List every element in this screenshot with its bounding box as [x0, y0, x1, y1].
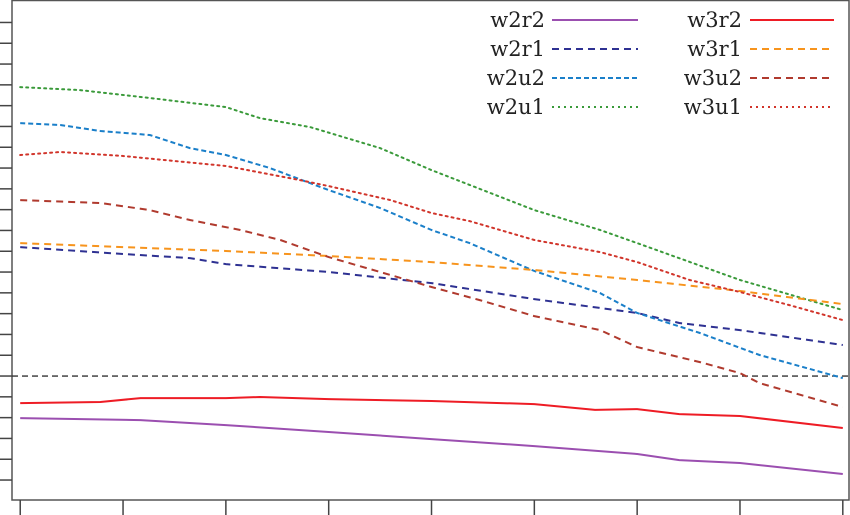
legend-label-w3r1: w3r1 — [687, 37, 742, 61]
x-axis-ticks — [19, 500, 844, 515]
legend-label-w2u2: w2u2 — [487, 66, 545, 90]
series-line-w2u1 — [19, 86, 844, 312]
series-lines — [19, 86, 844, 475]
series-line-w2r2 — [20, 417, 843, 475]
legend-label-w3u2: w3u2 — [684, 66, 742, 90]
series-line-w2r1 — [20, 246, 843, 346]
plot-frame — [11, 0, 850, 501]
legend-label-w2r1: w2r1 — [490, 37, 545, 61]
legend-label-w2r2: w2r2 — [490, 8, 545, 32]
legend: w2r2 w2r1 w2u2 w2u1 w3r2 w3r1 w3u2 w3u1 — [487, 8, 834, 119]
series-line-w3r1 — [20, 242, 843, 306]
series-line-w3u2 — [20, 199, 844, 408]
y-axis-ticks — [0, 21, 12, 481]
legend-label-w2u1: w2u1 — [487, 95, 545, 119]
series-line-w3r2 — [20, 395, 843, 429]
legend-label-w3r2: w3r2 — [687, 8, 742, 32]
series-line-w3u1 — [19, 150, 844, 322]
series-line-w2u2 — [20, 122, 844, 380]
legend-label-w3u1: w3u1 — [684, 95, 742, 119]
